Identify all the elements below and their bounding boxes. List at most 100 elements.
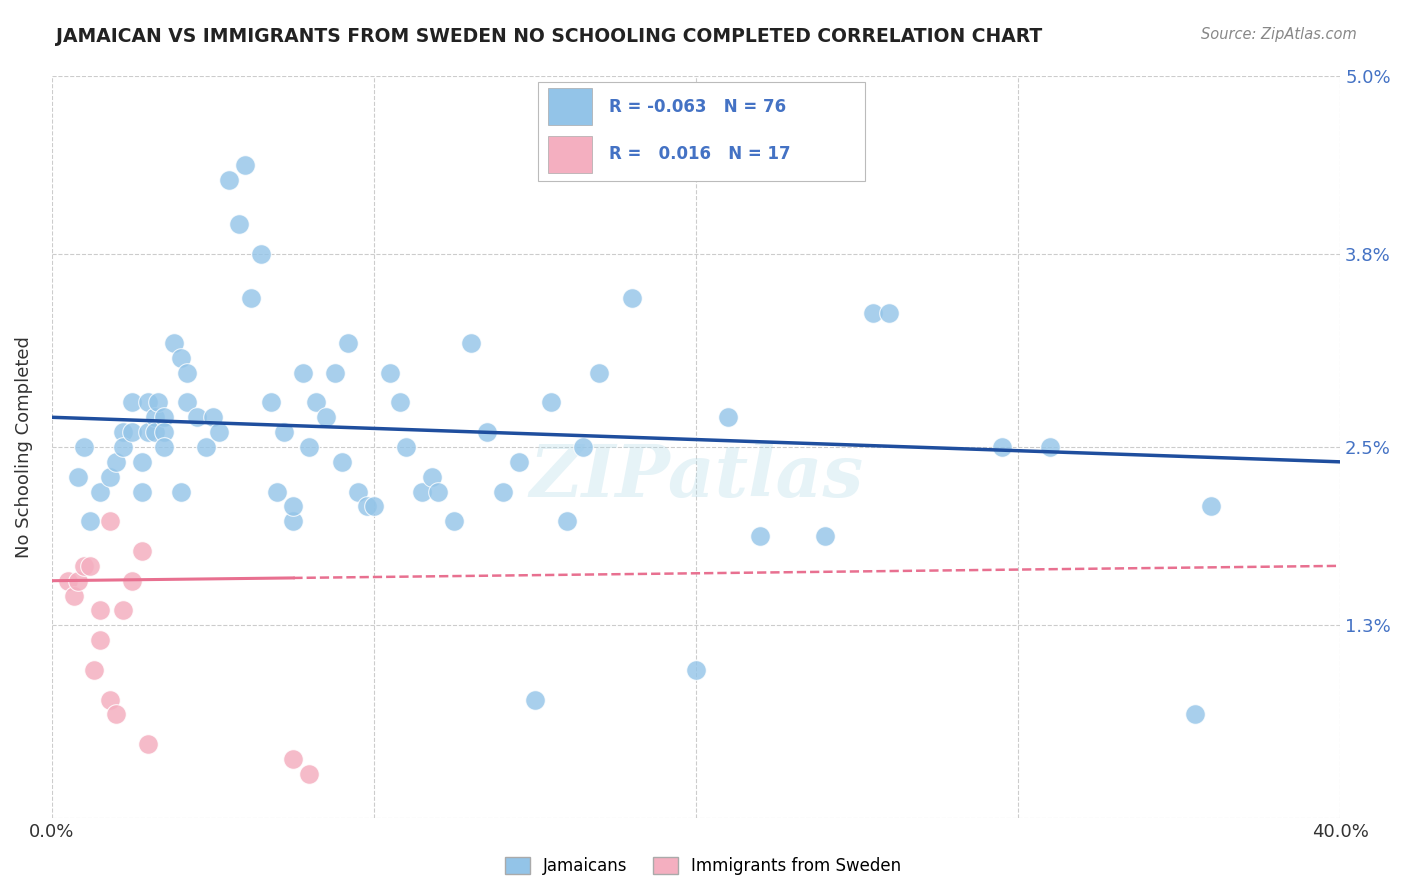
Point: [98, 469, 121, 483]
Point: [201, 410, 224, 425]
Point: [186, 410, 208, 425]
Point: [98, 514, 121, 528]
Point: [492, 484, 515, 499]
Point: [395, 440, 418, 454]
Point: [89, 603, 111, 617]
Point: [105, 455, 128, 469]
Point: [138, 425, 160, 439]
Point: [138, 737, 160, 751]
Point: [121, 574, 143, 588]
Point: [169, 351, 191, 365]
Point: [378, 366, 401, 380]
Point: [283, 500, 305, 514]
Point: [260, 395, 283, 409]
Point: [388, 395, 411, 409]
Text: R =   0.016   N = 17: R = 0.016 N = 17: [609, 145, 790, 163]
Point: [862, 306, 884, 320]
Point: [79, 558, 101, 573]
Point: [298, 767, 321, 781]
Point: [315, 410, 337, 425]
Point: [233, 158, 256, 172]
Point: [523, 692, 546, 706]
Point: [153, 410, 176, 425]
Point: [588, 366, 610, 380]
Point: [121, 425, 143, 439]
Point: [1039, 440, 1062, 454]
Point: [356, 500, 378, 514]
Point: [176, 395, 198, 409]
Text: R = -0.063   N = 76: R = -0.063 N = 76: [609, 98, 786, 116]
Point: [121, 395, 143, 409]
Point: [105, 707, 128, 722]
Point: [620, 292, 643, 306]
Point: [111, 425, 134, 439]
Point: [138, 395, 160, 409]
Y-axis label: No Schooling Completed: No Schooling Completed: [15, 336, 32, 558]
Point: [153, 425, 176, 439]
Point: [89, 484, 111, 499]
Point: [153, 440, 176, 454]
Point: [169, 484, 191, 499]
Point: [330, 455, 353, 469]
Point: [814, 529, 837, 543]
Point: [98, 692, 121, 706]
Point: [475, 425, 498, 439]
Point: [323, 366, 346, 380]
Point: [305, 395, 328, 409]
Point: [1184, 707, 1206, 722]
Point: [283, 514, 305, 528]
Point: [555, 514, 578, 528]
FancyBboxPatch shape: [548, 136, 592, 173]
Point: [877, 306, 900, 320]
FancyBboxPatch shape: [548, 88, 592, 126]
Point: [292, 366, 315, 380]
Point: [218, 172, 240, 186]
Point: [56, 574, 79, 588]
Point: [63, 589, 86, 603]
Point: [79, 514, 101, 528]
Point: [208, 425, 231, 439]
Text: ZIPatlas: ZIPatlas: [529, 442, 863, 512]
Point: [991, 440, 1014, 454]
Point: [337, 336, 360, 351]
Point: [143, 410, 166, 425]
Point: [195, 440, 218, 454]
Point: [1201, 500, 1223, 514]
Point: [73, 558, 96, 573]
Point: [73, 440, 96, 454]
Point: [228, 217, 250, 231]
Point: [460, 336, 482, 351]
Point: [420, 469, 443, 483]
Point: [508, 455, 530, 469]
Point: [266, 484, 288, 499]
Point: [131, 484, 153, 499]
Point: [89, 633, 111, 648]
Point: [111, 440, 134, 454]
Point: [283, 752, 305, 766]
FancyBboxPatch shape: [537, 82, 865, 181]
Point: [411, 484, 433, 499]
Point: [427, 484, 450, 499]
Point: [163, 336, 186, 351]
Point: [66, 574, 89, 588]
Point: [240, 292, 263, 306]
Point: [346, 484, 368, 499]
Point: [363, 500, 385, 514]
Text: Source: ZipAtlas.com: Source: ZipAtlas.com: [1201, 27, 1357, 42]
Point: [273, 425, 295, 439]
Legend: Jamaicans, Immigrants from Sweden: Jamaicans, Immigrants from Sweden: [496, 849, 910, 884]
Point: [540, 395, 562, 409]
Point: [131, 544, 153, 558]
Point: [685, 663, 707, 677]
Text: JAMAICAN VS IMMIGRANTS FROM SWEDEN NO SCHOOLING COMPLETED CORRELATION CHART: JAMAICAN VS IMMIGRANTS FROM SWEDEN NO SC…: [56, 27, 1042, 45]
Point: [250, 247, 273, 261]
Point: [176, 366, 198, 380]
Point: [298, 440, 321, 454]
Point: [717, 410, 740, 425]
Point: [143, 425, 166, 439]
Point: [66, 469, 89, 483]
Point: [131, 455, 153, 469]
Point: [83, 663, 105, 677]
Point: [749, 529, 772, 543]
Point: [572, 440, 595, 454]
